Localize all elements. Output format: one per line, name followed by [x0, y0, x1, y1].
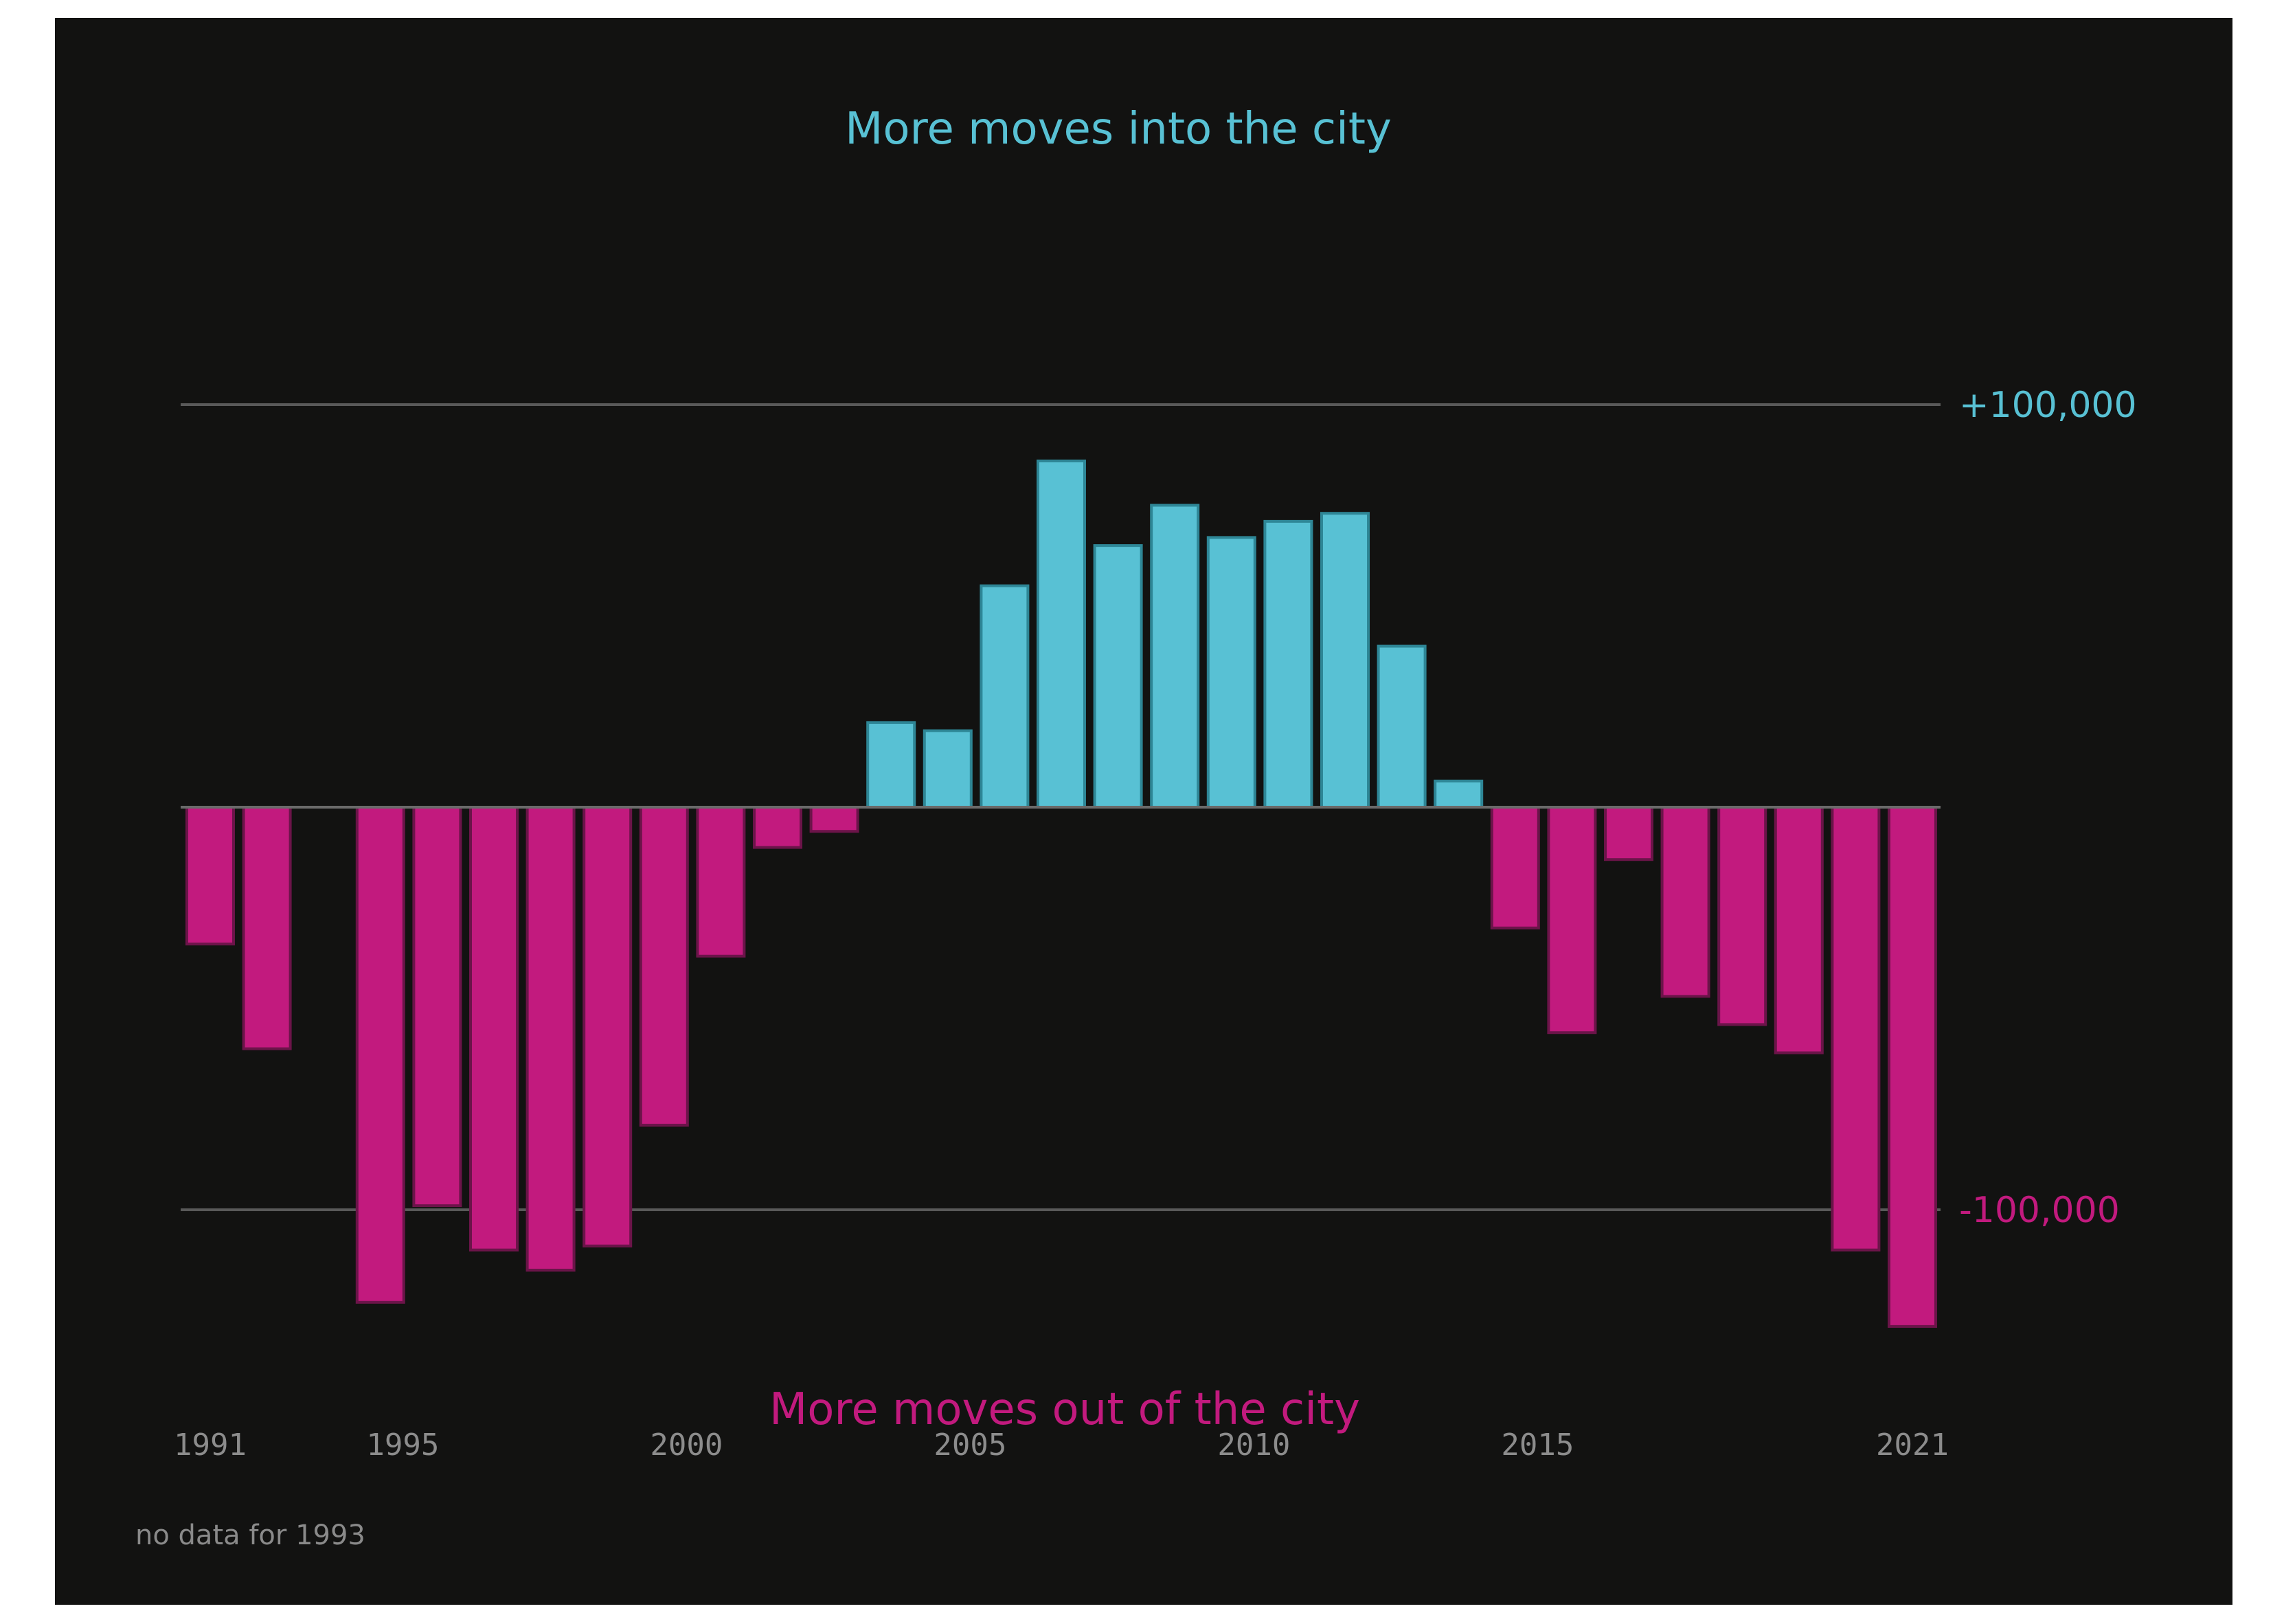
bar-1994: [355, 806, 405, 1304]
bar-2007: [1093, 544, 1143, 809]
x-tick-1995: 1995: [366, 1428, 439, 1463]
bar-2006: [1037, 460, 1086, 809]
bar-2002: [809, 806, 859, 833]
bar-2015: [1547, 806, 1597, 1035]
x-tick-2021: 2021: [1876, 1428, 1949, 1463]
bar-1998: [583, 806, 633, 1248]
bar-2014: [1490, 806, 1540, 929]
bar-2013: [1434, 779, 1484, 809]
bar-2021: [1888, 806, 1937, 1328]
x-tick-2010: 2010: [1217, 1428, 1290, 1463]
bar-1997: [525, 806, 576, 1272]
bar-2009: [1206, 536, 1256, 809]
x-tick-1991: 1991: [174, 1428, 247, 1463]
bar-1992: [242, 806, 292, 1050]
x-tick-2005: 2005: [934, 1428, 1006, 1463]
x-tick-2000: 2000: [650, 1428, 723, 1463]
bar-2020: [1831, 806, 1881, 1252]
bar-1999: [639, 806, 689, 1127]
bar-1996: [469, 806, 519, 1252]
bar-2017: [1660, 806, 1710, 998]
bar-2011: [1320, 512, 1370, 809]
bar-2004: [923, 729, 973, 809]
ref-label-plus-100000: +100,000: [1959, 385, 2137, 426]
footnote-no-data: no data for 1993: [135, 1520, 365, 1551]
reference-labels: +100,000 -100,000: [1959, 385, 2137, 1231]
bar-2010: [1263, 519, 1313, 809]
net-migration-bar-chart: +100,000 -100,000 1991 1995 2000 2005 2010 201…: [135, 104, 2137, 1551]
bar-2008: [1150, 504, 1200, 809]
annotation-more-moves-into-city: More moves into the city: [845, 104, 1392, 155]
bar-2018: [1717, 806, 1767, 1026]
bar-2019: [1774, 806, 1824, 1055]
bars: [185, 460, 1937, 1328]
x-tick-2015: 2015: [1501, 1428, 1574, 1463]
x-axis-ticks: 1991 1995 2000 2005 2010 2015 2021: [174, 1428, 1949, 1463]
bar-2000: [696, 806, 746, 958]
bar-2005: [980, 584, 1030, 809]
chart-panel: +100,000 -100,000 1991 1995 2000 2005 2010 201…: [55, 18, 2232, 1605]
bar-1991: [185, 806, 235, 946]
bar-1995: [412, 806, 462, 1208]
bar-2003: [866, 721, 916, 809]
bar-2012: [1377, 644, 1427, 809]
ref-label-minus-100000: -100,000: [1959, 1190, 2120, 1231]
annotation-more-moves-out-of-city: More moves out of the city: [769, 1384, 1360, 1435]
bar-2001: [753, 806, 802, 849]
bar-2016: [1604, 806, 1653, 861]
